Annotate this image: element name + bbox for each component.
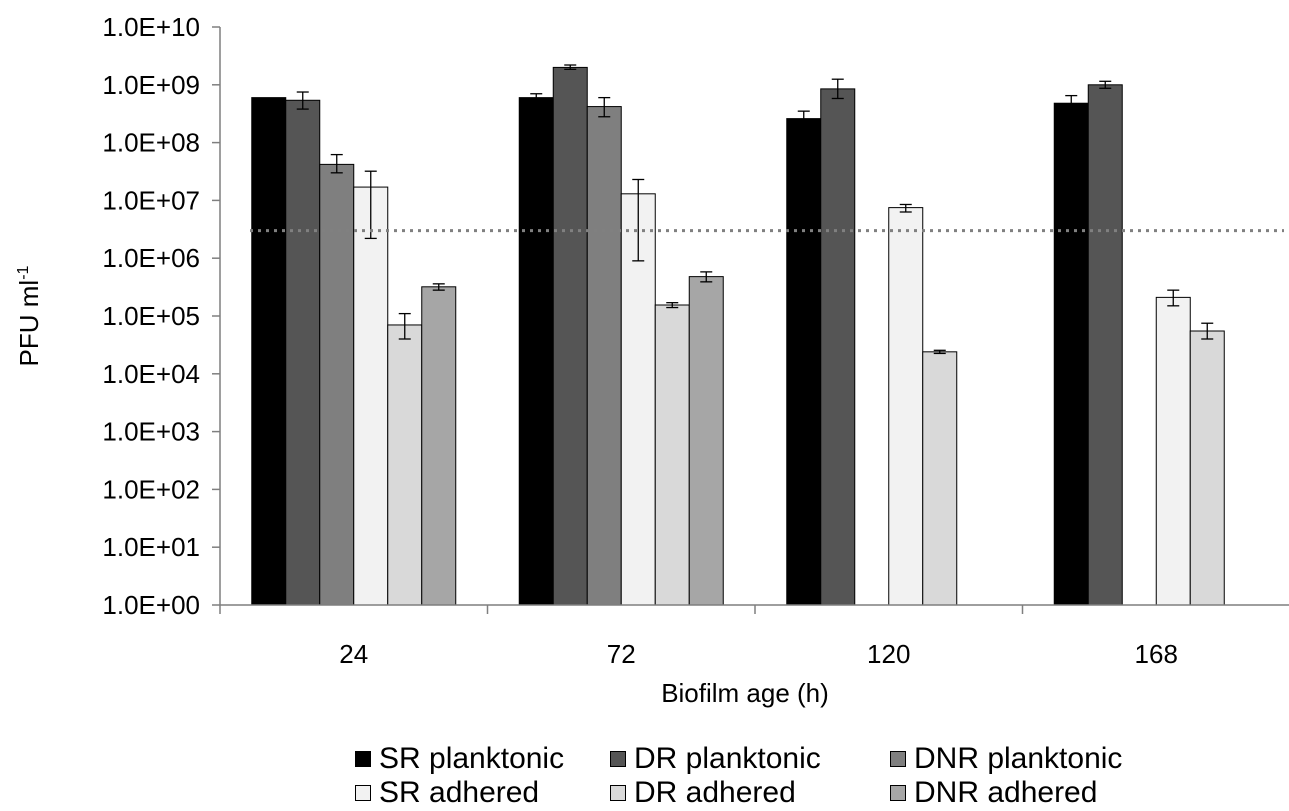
bar [586,106,622,606]
legend-swatch [890,751,906,767]
bar [387,324,423,606]
x-tick-label: 168 [1135,639,1178,669]
y-tick-label: 1.0E+10 [102,12,200,42]
y-tick-label: 1.0E+05 [102,301,200,331]
bar [688,276,724,606]
legend-item: SR planktonic [355,742,610,776]
bar [1087,84,1123,606]
legend-item: DR planktonic [610,742,890,776]
legend-swatch [610,751,626,767]
bar [820,88,856,606]
bar [285,99,321,606]
bar [319,163,355,606]
x-tick-label: 120 [867,639,910,669]
bar-chart: 1.0E+00 1.0E+01 1.0E+02 1.0E+03 1.0E+04 1.0E+… [14,12,1289,708]
x-tick-label: 24 [339,639,368,669]
legend-label: SR planktonic [379,742,565,775]
y-axis-title: PFU ml-1 [14,265,44,366]
legend-item: DR adhered [610,776,890,810]
x-axis-ticks: 24 72 120 168 [219,605,1178,669]
y-axis-title-superscript: -1 [15,265,32,279]
bar [1189,330,1225,606]
legend-item: DNR adhered [890,776,1190,810]
legend-label: SR adhered [379,776,540,809]
error-bars [296,64,1214,355]
bar [922,351,958,606]
legend-swatch [610,785,626,801]
y-axis-ticks: 1.0E+00 1.0E+01 1.0E+02 1.0E+03 1.0E+04 1.0E+… [102,12,220,620]
y-tick-label: 1.0E+09 [102,70,200,100]
legend-label: DR adhered [634,776,796,809]
legend-item: DNR planktonic [890,742,1190,776]
bar [421,286,457,606]
bar [654,304,690,606]
y-tick-label: 1.0E+02 [102,474,200,504]
legend-swatch [355,751,371,767]
legend-label: DNR planktonic [914,742,1123,775]
bar [1053,102,1089,606]
y-tick-label: 1.0E+04 [102,359,200,389]
legend-label: DNR adhered [914,776,1098,809]
legend-swatch [355,785,371,801]
legend-item: SR adhered [355,776,610,810]
bar [552,66,588,606]
legend-swatch [890,785,906,801]
y-tick-label: 1.0E+01 [102,532,200,562]
y-tick-label: 1.0E+06 [102,243,200,273]
bar [251,97,287,606]
y-axis-title-text: PFU ml [14,280,44,367]
legend-label: DR planktonic [634,742,821,775]
bar [786,118,822,606]
bar [1155,296,1191,606]
y-tick-label: 1.0E+03 [102,417,200,447]
bar [353,186,389,606]
x-axis-title: Biofilm age (h) [661,678,829,708]
y-tick-label: 1.0E+08 [102,128,200,158]
bar [888,207,924,606]
bars [251,66,1225,606]
y-tick-label: 1.0E+07 [102,185,200,215]
y-tick-label: 1.0E+00 [102,590,200,620]
bar [518,97,554,606]
legend: SR planktonic DR planktonic DNR planktonic… [355,742,1225,810]
x-tick-label: 72 [607,639,636,669]
